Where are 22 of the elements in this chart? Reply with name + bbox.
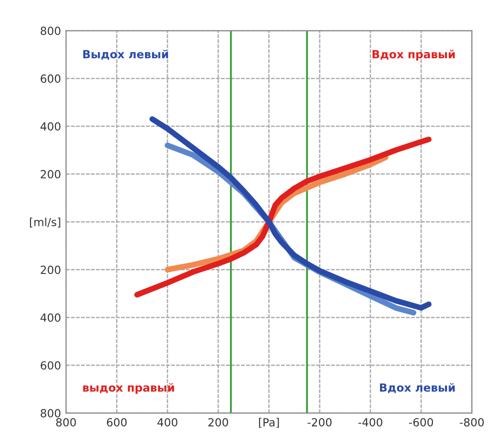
y-tick-label: 200	[40, 266, 60, 274]
y-tick-label: [ml/s]	[30, 218, 60, 228]
x-tick-label: -800	[460, 418, 484, 426]
x-tick-label: [Pa]	[259, 418, 279, 428]
x-tick-label: 800	[56, 418, 76, 426]
y-tick-label: 800	[40, 409, 60, 418]
x-tick-label: -600	[409, 418, 434, 426]
y-tick-label: 800	[40, 26, 60, 36]
x-tick-label: -400	[358, 418, 382, 426]
x-tick-label: -200	[308, 418, 332, 426]
y-tick-label: 600	[40, 361, 60, 370]
x-tick-label: 200	[208, 418, 228, 426]
y-tick-label: 400	[40, 313, 60, 322]
annotation: Выдох левый	[83, 50, 168, 60]
x-tick-label: 600	[106, 418, 127, 426]
x-tick-label: 400	[157, 418, 178, 426]
y-tick-label: 400	[40, 122, 60, 131]
annotation: Вдох левый	[380, 383, 455, 394]
y-tick-label: 600	[40, 74, 60, 83]
annotation: Вдох правый	[372, 50, 455, 61]
y-tick-label: 200	[40, 170, 60, 178]
annotation: выдох правый	[83, 383, 174, 394]
